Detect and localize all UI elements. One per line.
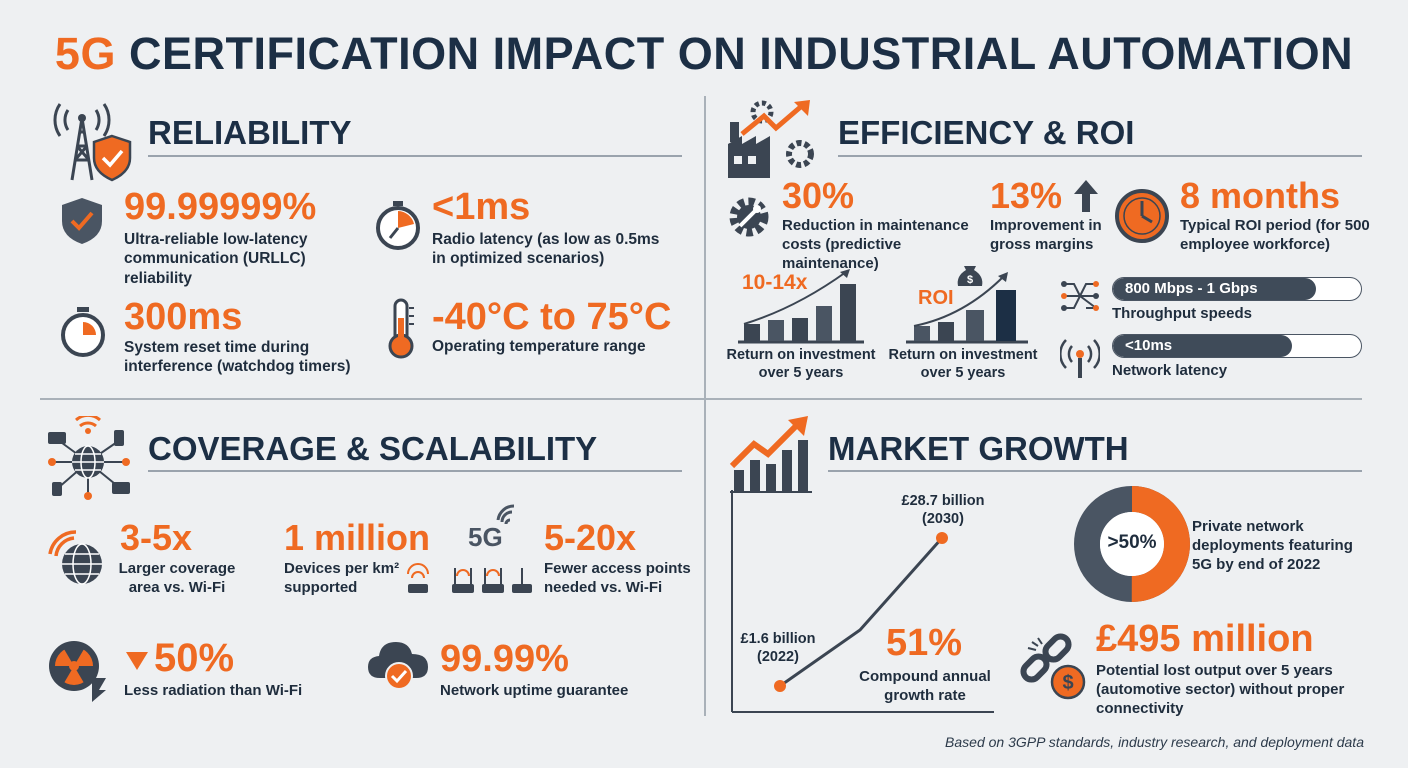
donut-value: >50% — [1107, 532, 1157, 553]
donut-arc — [1074, 486, 1190, 602]
loss-label: Potential lost output over 5 years (auto… — [1096, 662, 1345, 717]
shield-check-icon — [60, 196, 104, 246]
growth-point-2022 — [774, 680, 786, 692]
loss-value: £495 million — [1096, 618, 1314, 660]
vertical-divider — [704, 96, 706, 716]
page-title: 5G CERTIFICATION IMPACT ON INDUSTRIAL AU… — [0, 28, 1408, 80]
down-triangle-icon — [126, 652, 148, 670]
efficiency-label-0: Reduction in maintenance costs (predicti… — [782, 217, 969, 272]
reliability-value-1: <1ms — [432, 186, 531, 228]
5g-badge: 5G — [468, 522, 503, 552]
connected-devices-globe-icon — [44, 416, 134, 504]
coverage-rule — [148, 470, 682, 472]
efficiency-value-2: 8 months — [1180, 175, 1341, 216]
reliability-label-0: Ultra-reliable low-latency communication… — [124, 231, 308, 287]
efficiency-label-1: Improvement in gross margins — [990, 217, 1102, 253]
coverage-label-1: Devices per km² supported — [284, 560, 400, 596]
roi-chart-label-1: Return on investment over 5 years — [888, 347, 1038, 382]
cloud-check-icon — [366, 636, 432, 694]
arrow-up-icon — [1074, 180, 1098, 212]
roi-chart-label-0: Return on investment over 5 years — [726, 347, 876, 382]
reliability-label-3: Operating temperature range — [432, 338, 646, 355]
radiation-down-icon — [46, 638, 108, 702]
chart-start-value: £1.6 billion — [740, 631, 816, 647]
chart-start-year: (2022) — [757, 649, 799, 666]
reliability-value-2: 300ms — [124, 296, 243, 338]
chart-end-year: (2030) — [922, 511, 964, 528]
access-points-icon — [406, 562, 536, 596]
coverage-label-2: Fewer access points needed vs. Wi-Fi — [544, 560, 691, 596]
coverage-value-2: 5-20x — [544, 517, 637, 558]
roi-chart-value-0: 10-14x — [742, 271, 808, 294]
reliability-label-1: Radio latency (as low as 0.5ms in optimi… — [432, 231, 660, 268]
throughput-label: Throughput speeds — [1112, 305, 1252, 322]
efficiency-heading: EFFICIENCY & ROI — [838, 114, 1135, 151]
stopwatch-icon — [374, 200, 422, 250]
efficiency-rule — [838, 155, 1362, 157]
chart-end-value: £28.7 billion — [901, 493, 985, 509]
latency-label: Network latency — [1112, 362, 1228, 379]
coverage-value-3: 50% — [154, 636, 235, 680]
cagr-label: Compound annual growth rate — [859, 668, 991, 704]
broken-chain-dollar-icon: $ — [1018, 630, 1090, 702]
title-accent: 5G — [54, 28, 116, 79]
footer-note: Based on 3GPP standards, industry resear… — [945, 734, 1364, 750]
coverage-value-1: 1 million — [284, 517, 431, 558]
roi-moneybag-chart-icon: $ — [904, 260, 1030, 344]
market-heading: MARKET GROWTH — [828, 430, 1129, 467]
chart-start-label: £1.6 billion (2022) — [730, 630, 826, 666]
market-growth-chart — [731, 490, 994, 713]
coverage-label-4: Network uptime guarantee — [440, 682, 629, 699]
reliability-value-0: 99.99999% — [124, 186, 317, 228]
private-network-donut — [1074, 486, 1190, 602]
roi-chart-value-1: ROI — [918, 287, 954, 309]
growth-line — [779, 537, 944, 688]
horizontal-divider — [40, 398, 1362, 400]
donut-center — [1100, 512, 1164, 576]
coverage-value-0: 3-5x — [120, 517, 193, 558]
factory-growth-icon — [724, 98, 820, 180]
clock-icon — [1114, 188, 1170, 244]
roi-bar-chart-icon-0 — [736, 268, 866, 344]
throughput-bar-fill: 800 Mbps - 1 Gbps — [1113, 278, 1317, 300]
coverage-value-4: 99.99% — [440, 638, 569, 680]
coverage-label-0: Larger coverage area vs. Wi-Fi — [118, 560, 236, 596]
chart-end-label: £28.7 billion (2030) — [890, 492, 996, 528]
5g-signal-icon — [496, 504, 526, 530]
latency-bar-fill: <10ms — [1113, 335, 1292, 357]
cagr-value: 51% — [885, 622, 963, 664]
gear-wrench-icon — [726, 194, 772, 240]
svg-text:$: $ — [1062, 672, 1073, 694]
market-rule — [828, 470, 1362, 472]
reliability-value-3: -40°C to 75°C — [432, 296, 672, 338]
antenna-signal-icon — [1060, 336, 1100, 380]
throughput-bar: 800 Mbps - 1 Gbps — [1112, 277, 1362, 301]
efficiency-label-2: Typical ROI period (for 500 employee wor… — [1180, 217, 1370, 253]
growth-point-2030 — [936, 532, 948, 544]
efficiency-value-1: 13% — [990, 175, 1063, 216]
coverage-label-3: Less radiation than Wi-Fi — [124, 682, 303, 699]
svg-text:$: $ — [967, 274, 973, 286]
reliability-rule — [148, 155, 682, 157]
reliability-heading: RELIABILITY — [148, 114, 352, 151]
donut-label: Private network deployments featuring 5G… — [1192, 518, 1353, 573]
latency-bar: <10ms — [1112, 334, 1362, 358]
thermometer-icon — [384, 298, 418, 360]
coverage-heading: COVERAGE & SCALABILITY — [148, 430, 598, 467]
globe-signal-icon — [46, 530, 104, 586]
tower-shield-icon — [46, 96, 136, 184]
growth-chart-icon — [728, 414, 812, 494]
title-rest: CERTIFICATION IMPACT ON INDUSTRIAL AUTOM… — [128, 28, 1354, 79]
timer-icon — [60, 306, 106, 358]
efficiency-value-0: 30% — [782, 175, 855, 216]
network-nodes-icon — [1060, 276, 1100, 316]
reliability-label-2: System reset time during interference (w… — [124, 339, 351, 376]
